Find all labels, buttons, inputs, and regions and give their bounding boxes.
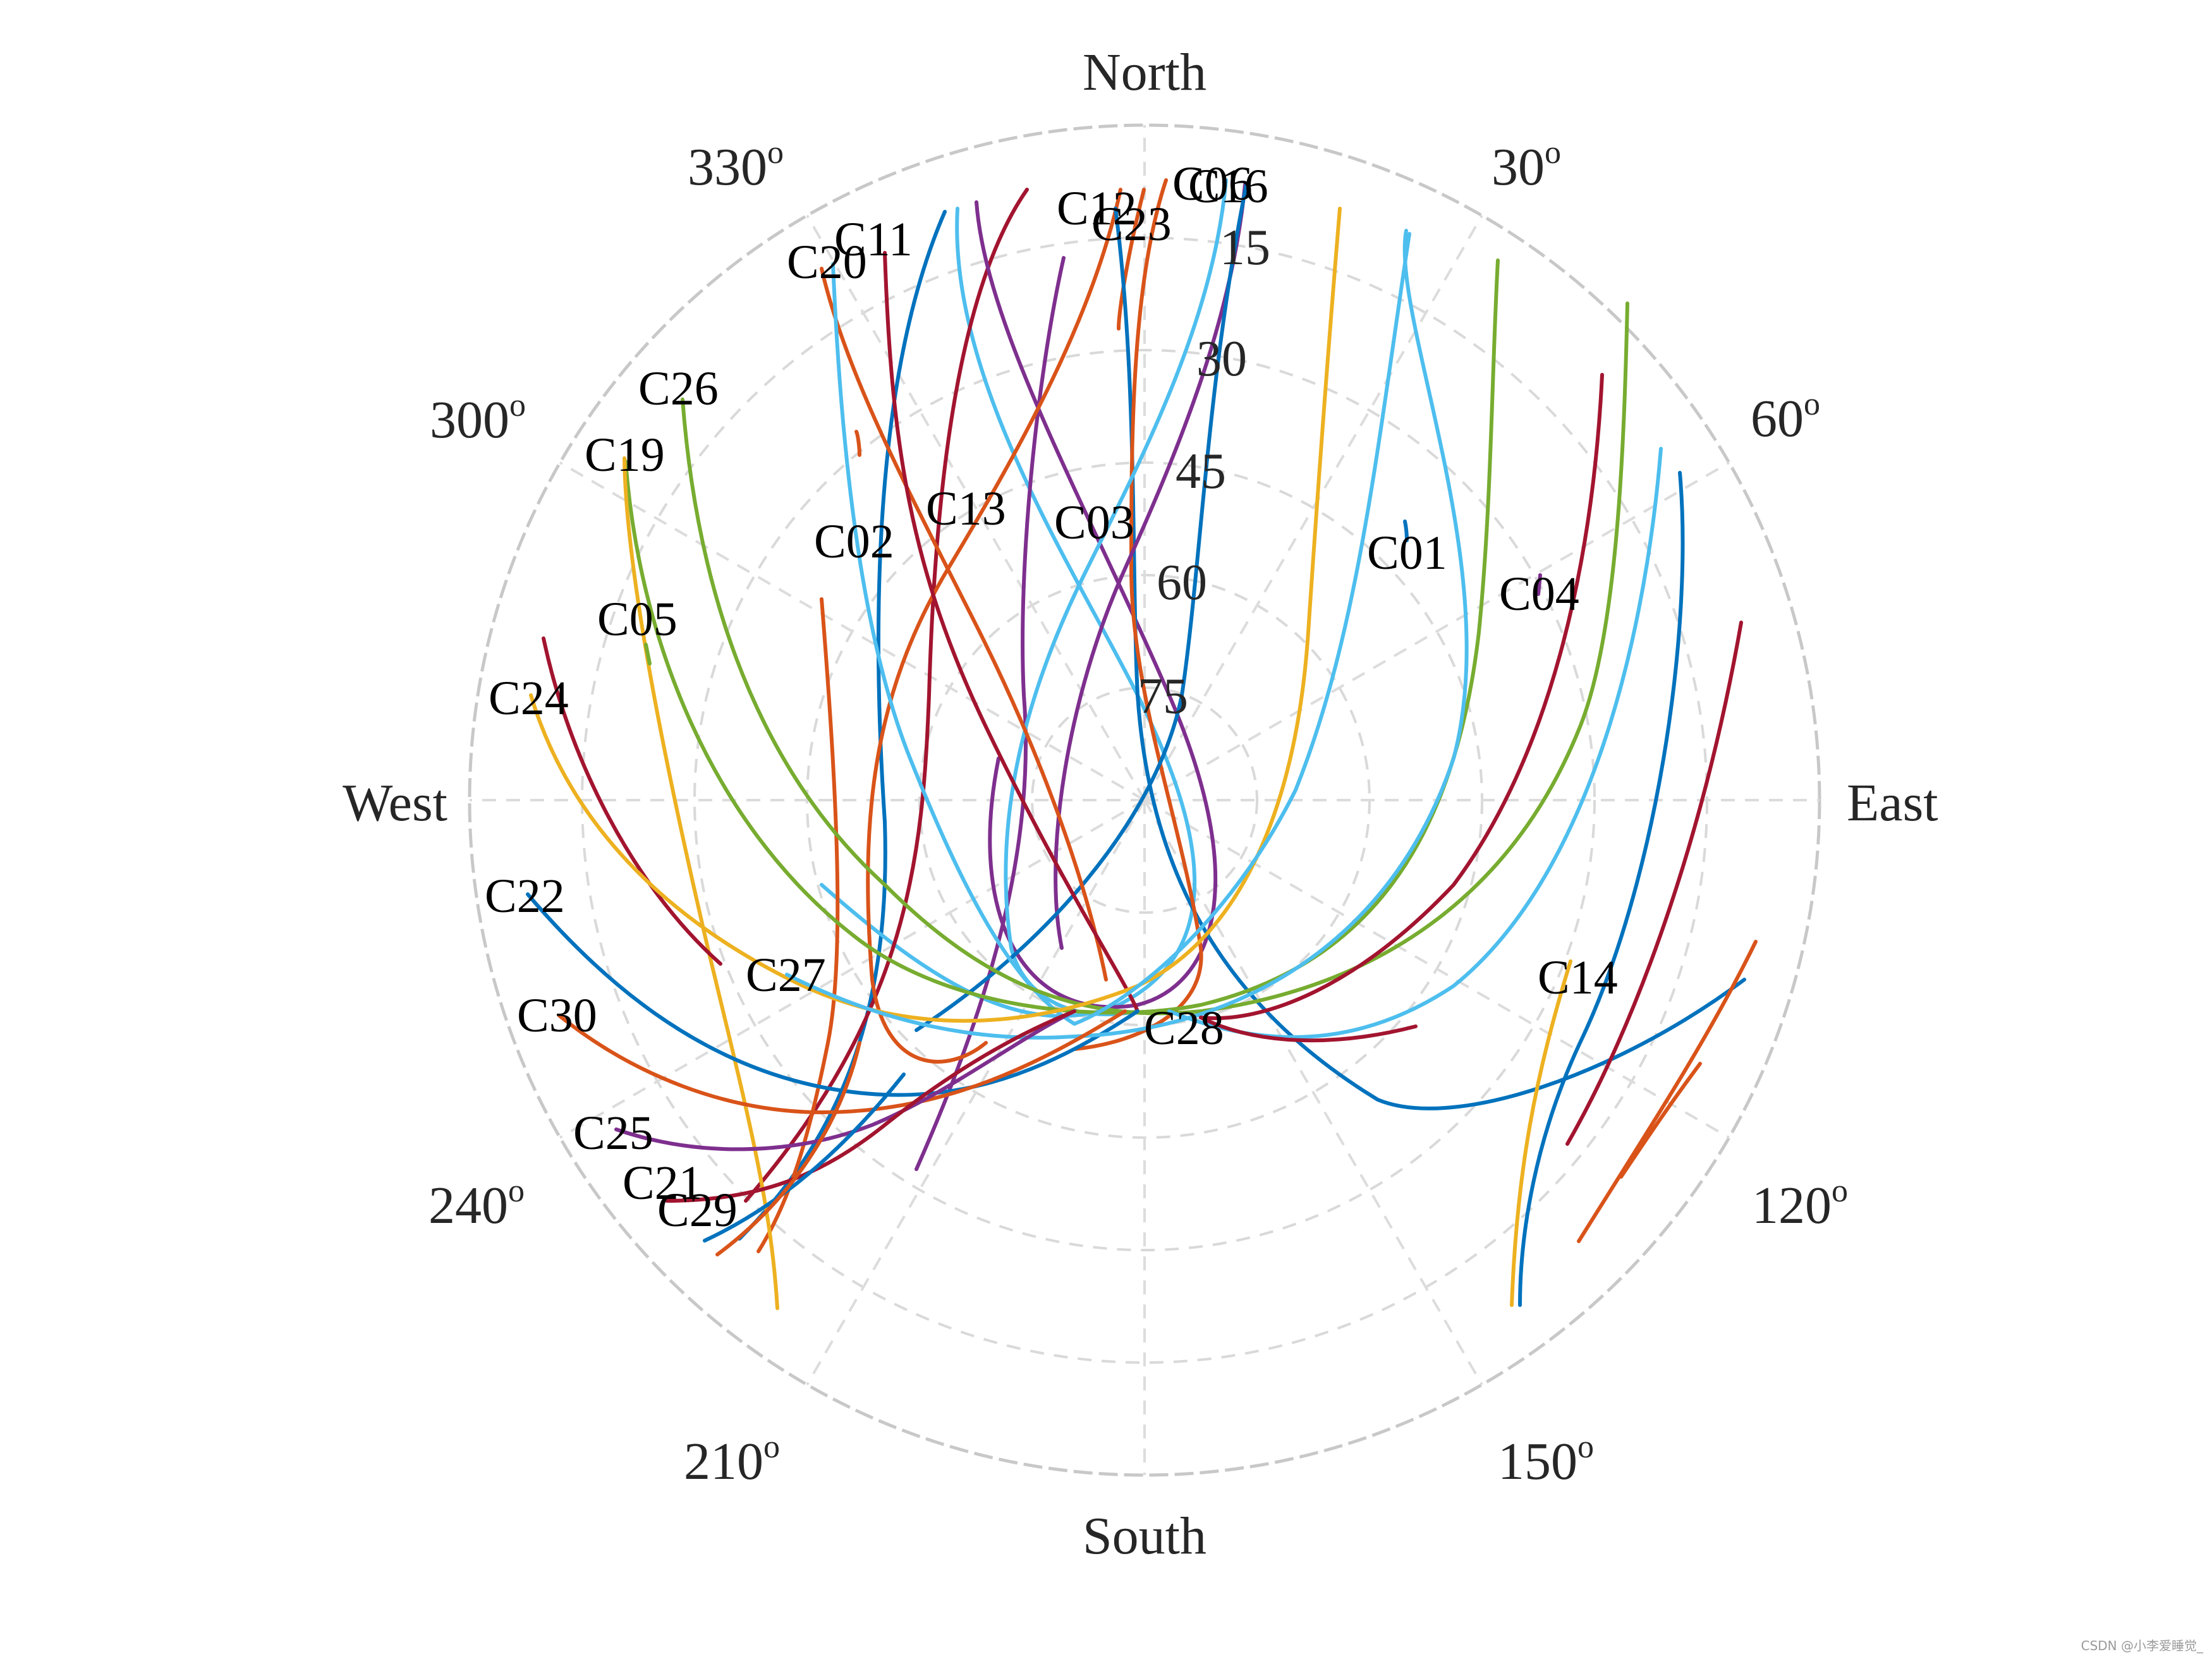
spoke-30: [1143, 215, 1483, 801]
track-c22: [526, 892, 1139, 1097]
track-c19-green: [624, 258, 1500, 1015]
azimuth-grid: [470, 125, 1820, 1475]
label-east: East: [1847, 774, 1938, 832]
sat-label-c01: C01: [1367, 526, 1447, 580]
track-e: [866, 188, 1122, 1064]
track-c02: [757, 597, 840, 1253]
azimuth-labels: 30o 60o 120o 150o 210o 240o 300o 330o: [428, 135, 1848, 1491]
track-c23: [1073, 178, 1203, 1051]
sat-label-c30: C30: [517, 989, 597, 1042]
track-a: [820, 207, 1196, 1018]
label-el-45: 45: [1176, 444, 1226, 499]
spoke-210: [806, 799, 1146, 1385]
track-c27: [785, 229, 1469, 1040]
sat-label-c11: C11: [834, 213, 913, 266]
sat-label-c14: C14: [1538, 951, 1618, 1004]
track-c21: [665, 1009, 1076, 1203]
sat-label-c26: C26: [638, 362, 719, 415]
sat-label-c05: C05: [597, 593, 678, 646]
spoke-60: [1144, 461, 1730, 801]
label-el-60: 60: [1157, 555, 1207, 611]
track-c05-stub: [644, 643, 652, 665]
spoke-300: [559, 461, 1145, 801]
label-el-75: 75: [1138, 669, 1188, 724]
spoke-150: [1143, 799, 1483, 1385]
label-el-30: 30: [1196, 331, 1247, 387]
track-c29-long: [738, 210, 947, 1241]
track-c04-stub: [1536, 573, 1542, 596]
watermark: CSDN @小李爱睡觉_: [2081, 1638, 2203, 1653]
track-g: [915, 183, 1248, 1032]
track-r5: [1619, 1062, 1702, 1179]
track-c01-stub: [1403, 520, 1409, 542]
label-az-210: 210o: [684, 1429, 780, 1491]
sat-label-c16: C16: [1188, 160, 1268, 213]
sat-label-c13: C13: [926, 482, 1006, 535]
track-c24-red: [542, 636, 722, 966]
track-c25: [614, 1009, 1076, 1152]
track-c28: [1199, 1016, 1418, 1043]
direction-labels: North South East West: [343, 43, 1938, 1565]
sat-label-c27: C27: [746, 949, 826, 1002]
label-az-150: 150o: [1498, 1429, 1594, 1491]
label-el-15: 15: [1220, 220, 1270, 276]
sat-label-c23: C23: [1091, 198, 1172, 251]
track-c04-red: [1199, 373, 1604, 1020]
elevation-labels: 15 30 45 60 75: [1138, 220, 1270, 724]
track-b: [744, 188, 1029, 1203]
spoke-120: [1144, 799, 1730, 1139]
track-r3: [1565, 621, 1743, 1146]
sat-label-c24: C24: [489, 672, 569, 725]
sat-label-c28: C28: [1144, 1002, 1224, 1055]
label-az-300: 300o: [430, 387, 526, 449]
label-az-240: 240o: [428, 1173, 525, 1235]
track-r4: [1577, 940, 1758, 1243]
sat-label-c12: C12: [1057, 182, 1137, 235]
spoke-240: [559, 799, 1145, 1139]
track-c30: [557, 1009, 1127, 1114]
track-c20: [831, 262, 1076, 1026]
satellite-labels: C06 C16 C12 C23 C11 C20 C26 C19 C13 C03 …: [485, 157, 1618, 1237]
track-c11: [883, 251, 1139, 1013]
track-r2: [1518, 471, 1685, 1307]
sat-label-c22: C22: [485, 870, 565, 923]
sat-label-c20: C20: [787, 236, 867, 289]
track-c14: [1510, 959, 1572, 1307]
label-az-120: 120o: [1752, 1173, 1848, 1235]
label-az-30: 30o: [1492, 135, 1561, 197]
sat-label-c06: C06: [1172, 157, 1253, 210]
track-c29: [703, 1073, 906, 1243]
ring-30: [693, 349, 1596, 1251]
label-az-60: 60o: [1751, 386, 1820, 448]
sat-label-c29: C29: [657, 1184, 738, 1237]
label-az-330: 330o: [688, 135, 784, 197]
label-west: West: [343, 774, 447, 832]
track-c02-stub: [854, 430, 861, 457]
track-c29-orange: [715, 1041, 861, 1256]
track-c20-orange: [820, 267, 1108, 981]
sat-label-c19: C19: [585, 428, 665, 482]
sat-label-c02: C02: [814, 515, 894, 568]
sat-label-c04: C04: [1499, 568, 1579, 621]
label-north: North: [1083, 43, 1206, 102]
track-c16: [1054, 183, 1247, 950]
track-c01-cyan: [1073, 232, 1411, 1026]
track-r1: [1167, 447, 1663, 1039]
sat-label-c03: C03: [1054, 496, 1134, 549]
sat-label-c21: C21: [623, 1157, 703, 1210]
sat-label-c25: C25: [573, 1107, 653, 1160]
spoke-330: [806, 215, 1146, 801]
satellite-tracks: [526, 178, 1758, 1310]
label-south: South: [1083, 1507, 1206, 1565]
track-c26: [681, 301, 1629, 1016]
